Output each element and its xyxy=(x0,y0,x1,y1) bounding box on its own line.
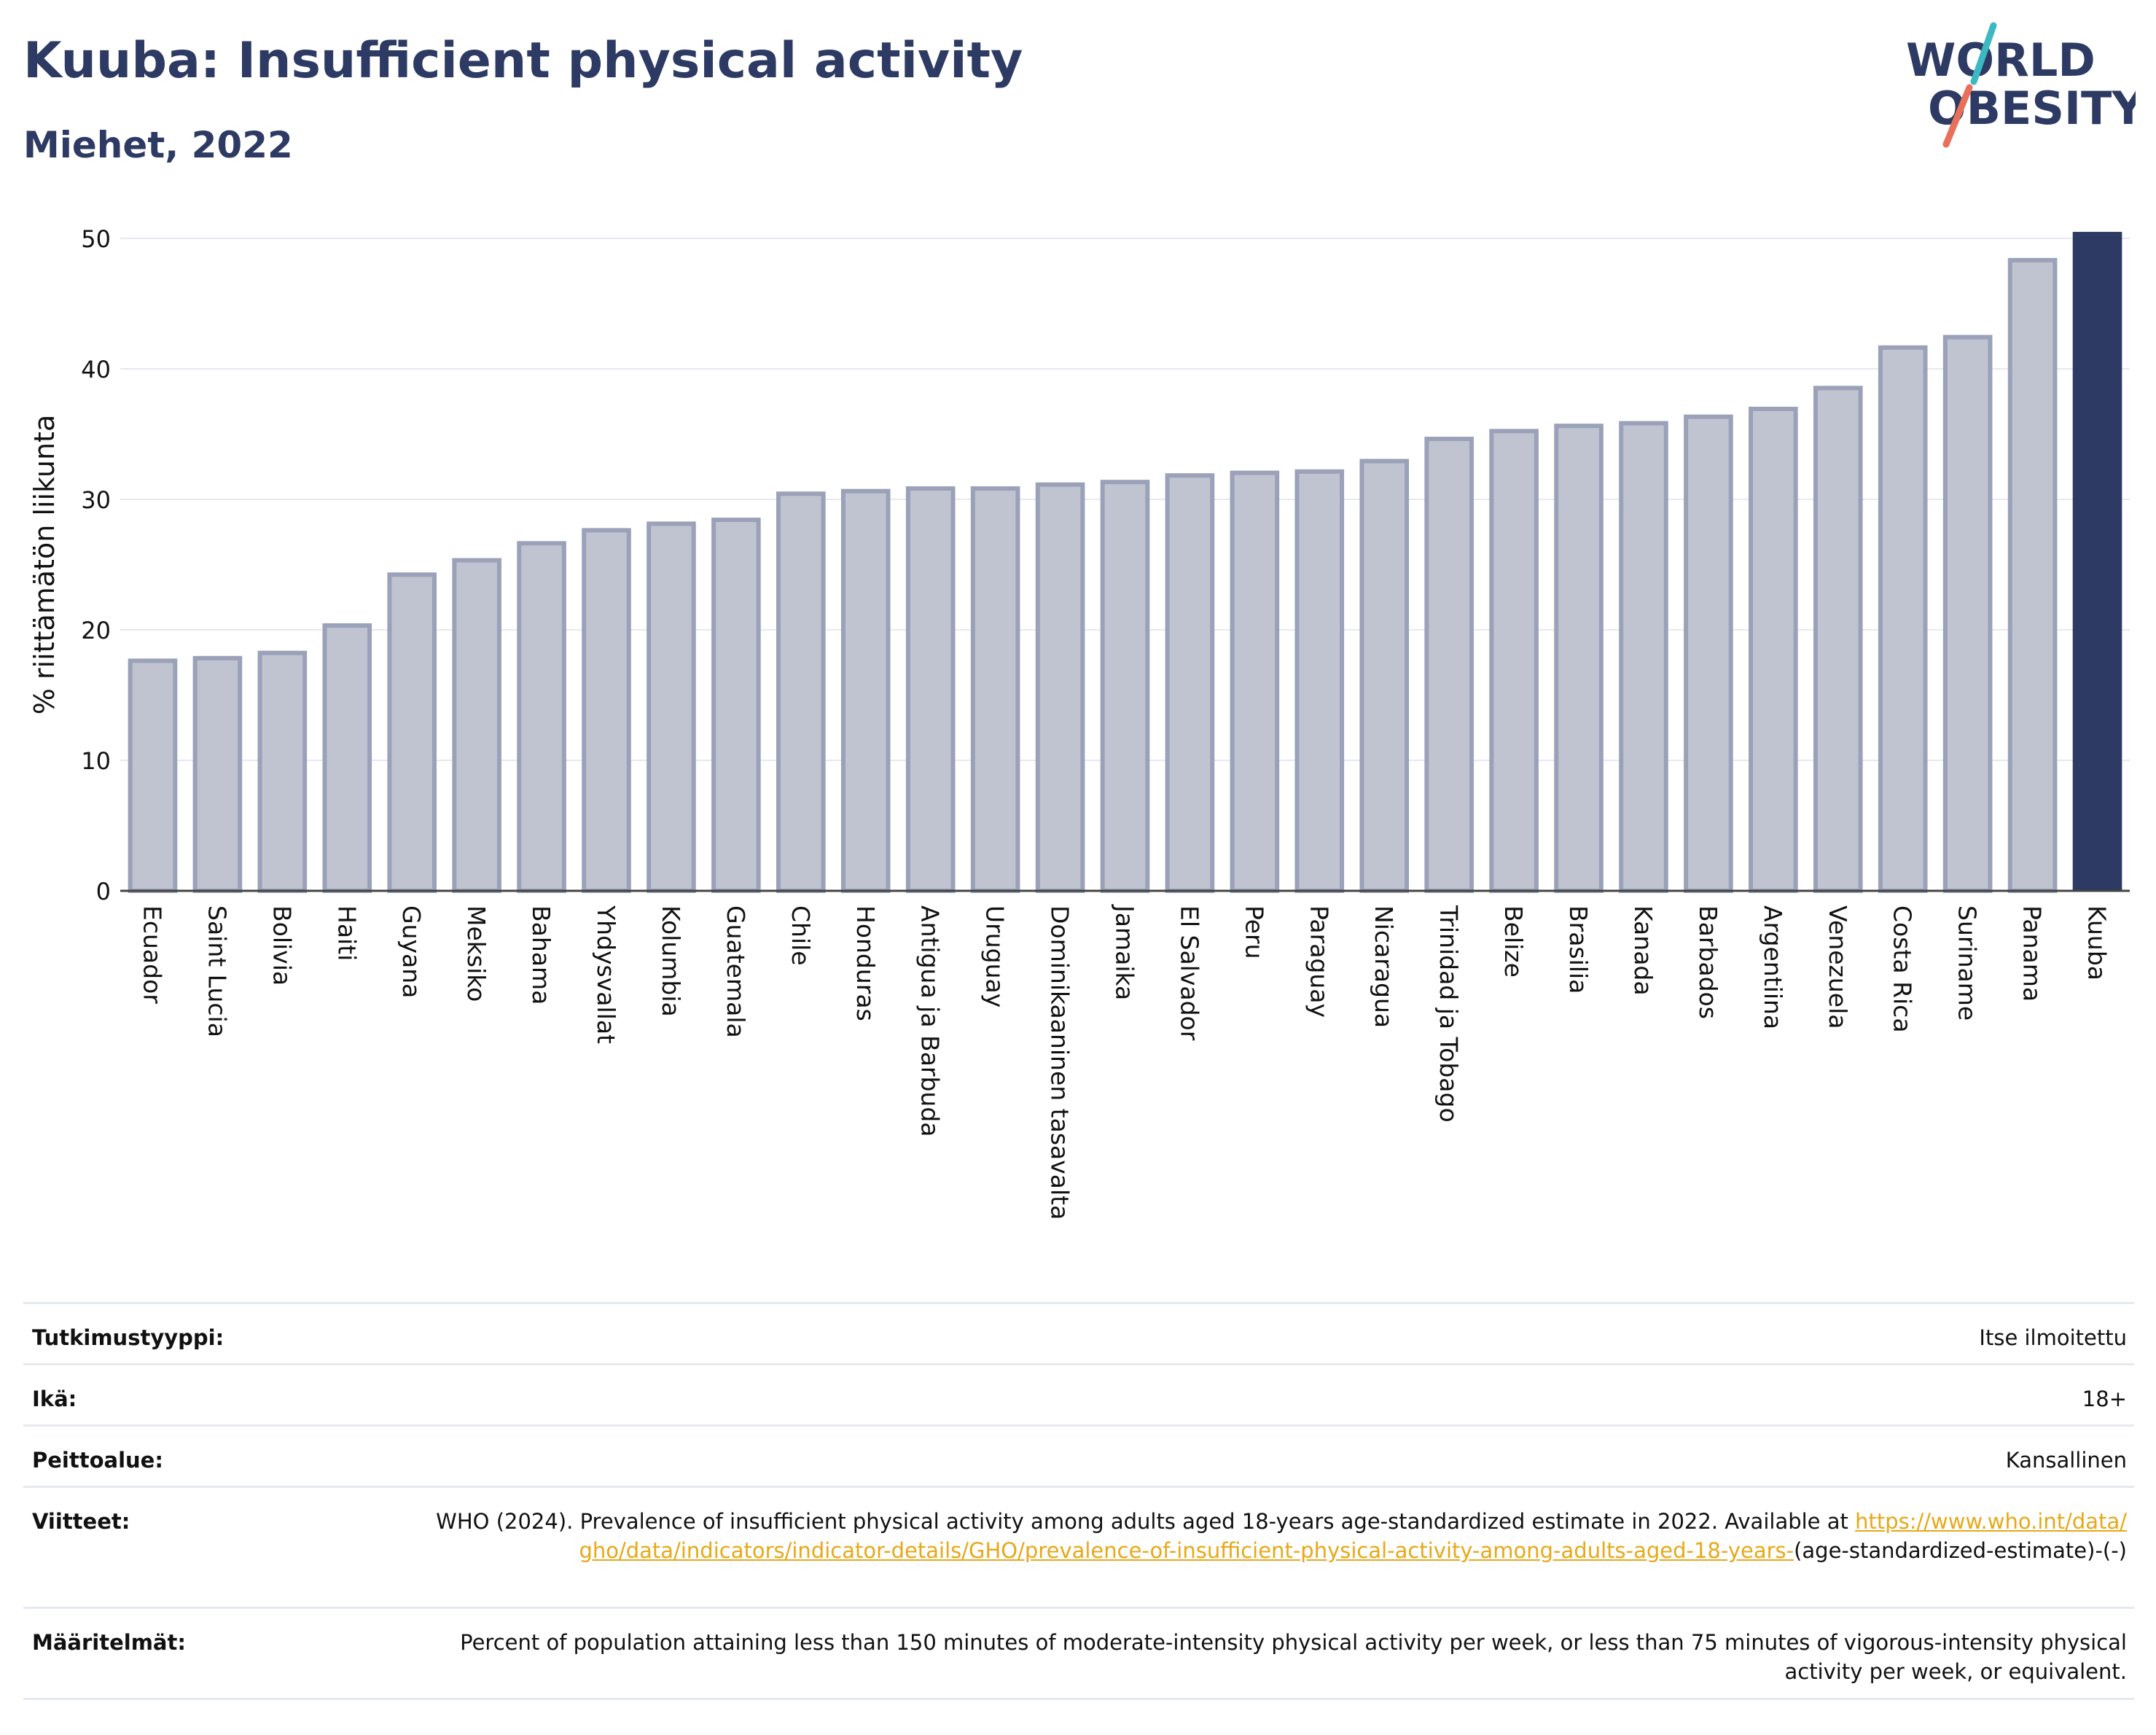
x-tick-label: Yhdysvallat xyxy=(592,905,620,1044)
x-tick-label: Ecuador xyxy=(138,905,166,1004)
logo-slash-coral xyxy=(1942,84,1973,148)
meta-row-definitions: Määritelmät: Percent of population attai… xyxy=(23,1607,2134,1700)
meta-row-coverage: Peittoalue: Kansallinen xyxy=(23,1424,2134,1486)
meta-value: Kansallinen xyxy=(2005,1448,2127,1473)
x-tick-label: Belize xyxy=(1499,905,1528,978)
x-tick-label: Chile xyxy=(786,905,815,966)
reference-link[interactable]: https://www.who.int/data/gho/data/indica… xyxy=(579,1509,2127,1563)
bar xyxy=(128,658,178,893)
reference-text: WHO (2024). Prevalence of insufficient p… xyxy=(436,1509,1848,1534)
bar xyxy=(1035,482,1085,893)
bar xyxy=(582,528,631,893)
meta-value: Itse ilmoitettu xyxy=(1979,1325,2127,1350)
x-tick-label: Venezuela xyxy=(1824,905,1852,1029)
y-tick-label: 20 xyxy=(81,617,111,644)
x-tick-label: Barbados xyxy=(1694,905,1722,1019)
meta-value: WHO (2024). Prevalence of insufficient p… xyxy=(436,1507,2127,1565)
x-tick-label: Dominikaaninen tasavalta xyxy=(1046,905,1074,1220)
x-tick-label: Meksiko xyxy=(462,905,491,1002)
logo-line-1: WORLD xyxy=(1906,34,2096,87)
y-tick-label: 30 xyxy=(81,486,111,514)
y-tick-label: 50 xyxy=(81,225,111,253)
bar xyxy=(647,521,696,893)
x-tick-label: Trinidad ja Tobago xyxy=(1434,905,1463,1123)
y-axis-title: % riittämätön liikunta xyxy=(28,415,60,715)
bar xyxy=(1878,345,1928,893)
meta-label: Ikä: xyxy=(32,1387,77,1411)
bar xyxy=(517,541,566,894)
x-tick-label: Antigua ja Barbuda xyxy=(916,905,945,1137)
meta-row-age: Ikä: 18+ xyxy=(23,1363,2134,1424)
bar xyxy=(1100,480,1150,893)
bar xyxy=(452,558,501,893)
meta-label: Tutkimustyyppi: xyxy=(32,1325,224,1350)
bar xyxy=(257,650,308,893)
metadata-table: Tutkimustyyppi: Itse ilmoitettu Ikä: 18+… xyxy=(23,1302,2134,1700)
bar xyxy=(322,623,372,893)
bar xyxy=(1942,335,1993,893)
x-tick-label: Jamaika xyxy=(1111,904,1139,1000)
bar xyxy=(840,488,891,893)
meta-label: Peittoalue: xyxy=(32,1448,163,1473)
bar xyxy=(1489,429,1539,893)
chart-subtitle: Miehet, 2022 xyxy=(23,124,293,166)
x-tick-label: Guatemala xyxy=(722,905,750,1038)
bar-chart: 0 10 20 30 40 50 % riittämätön liikunta Ecuador… xyxy=(28,225,2130,1220)
x-tick-label: El Salvador xyxy=(1175,905,1203,1041)
bar xyxy=(776,491,826,893)
meta-row-references: Viitteet: WHO (2024). Prevalence of insu… xyxy=(23,1486,2134,1607)
x-tick-label: Argentiina xyxy=(1759,905,1787,1029)
x-tick-label: Brasilia xyxy=(1564,905,1593,994)
meta-row-study-type: Tutkimustyyppi: Itse ilmoitettu xyxy=(23,1302,2134,1363)
x-tick-label: Nicaragua xyxy=(1370,905,1398,1028)
bar xyxy=(1165,473,1215,893)
x-tick-label: Kolumbia xyxy=(657,905,685,1017)
bar xyxy=(1813,386,1863,893)
x-tick-label: Kuuba xyxy=(2083,905,2112,980)
meta-label: Viitteet: xyxy=(32,1509,130,1534)
bar-highlight xyxy=(2072,232,2122,891)
bar xyxy=(1230,470,1280,893)
x-tick-label: Paraguay xyxy=(1305,905,1333,1018)
x-tick-label: Peru xyxy=(1240,905,1268,959)
x-tick-label: Honduras xyxy=(851,905,880,1021)
x-tick-label: Guyana xyxy=(397,905,426,998)
x-tick-label: Bolivia xyxy=(267,905,296,986)
meta-value: Percent of population attaining less tha… xyxy=(460,1630,2127,1684)
x-tick-label: Suriname xyxy=(1953,905,1982,1021)
bar xyxy=(1684,414,1733,893)
x-tick-label: Kanada xyxy=(1629,905,1657,996)
bar xyxy=(1424,437,1474,893)
bar xyxy=(711,518,761,893)
y-tick-label: 10 xyxy=(81,747,111,775)
meta-label: Määritelmät: xyxy=(32,1630,186,1655)
meta-value: 18+ xyxy=(2082,1387,2127,1411)
bar xyxy=(192,655,243,893)
bar xyxy=(970,486,1020,893)
x-tick-label: Uruguay xyxy=(981,905,1009,1007)
x-tick-label: Haiti xyxy=(332,905,361,961)
y-tick-label: 0 xyxy=(96,878,111,905)
bar xyxy=(1619,421,1668,893)
bar xyxy=(2007,257,2058,894)
world-obesity-logo: WORLD OBESITY xyxy=(1906,22,2136,148)
bar xyxy=(1294,469,1345,893)
x-tick-label: Panama xyxy=(2018,905,2047,1002)
bar xyxy=(1359,459,1410,893)
bar xyxy=(1749,406,1798,893)
chart-title: Kuuba: Insufficient physical activity xyxy=(23,32,1023,90)
bar xyxy=(1554,424,1604,893)
reference-suffix: (age-standardized-estimate)-(-) xyxy=(1794,1538,2127,1563)
bar xyxy=(387,572,437,893)
y-tick-label: 40 xyxy=(81,356,111,383)
x-tick-label: Saint Lucia xyxy=(203,905,231,1037)
x-tick-label: Bahama xyxy=(527,905,555,1005)
bar xyxy=(905,486,956,893)
logo-slash-teal xyxy=(1970,22,1997,85)
x-tick-label: Costa Rica xyxy=(1889,905,1917,1033)
